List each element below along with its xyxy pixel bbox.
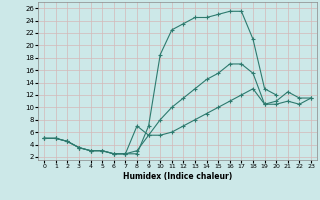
X-axis label: Humidex (Indice chaleur): Humidex (Indice chaleur) <box>123 172 232 181</box>
